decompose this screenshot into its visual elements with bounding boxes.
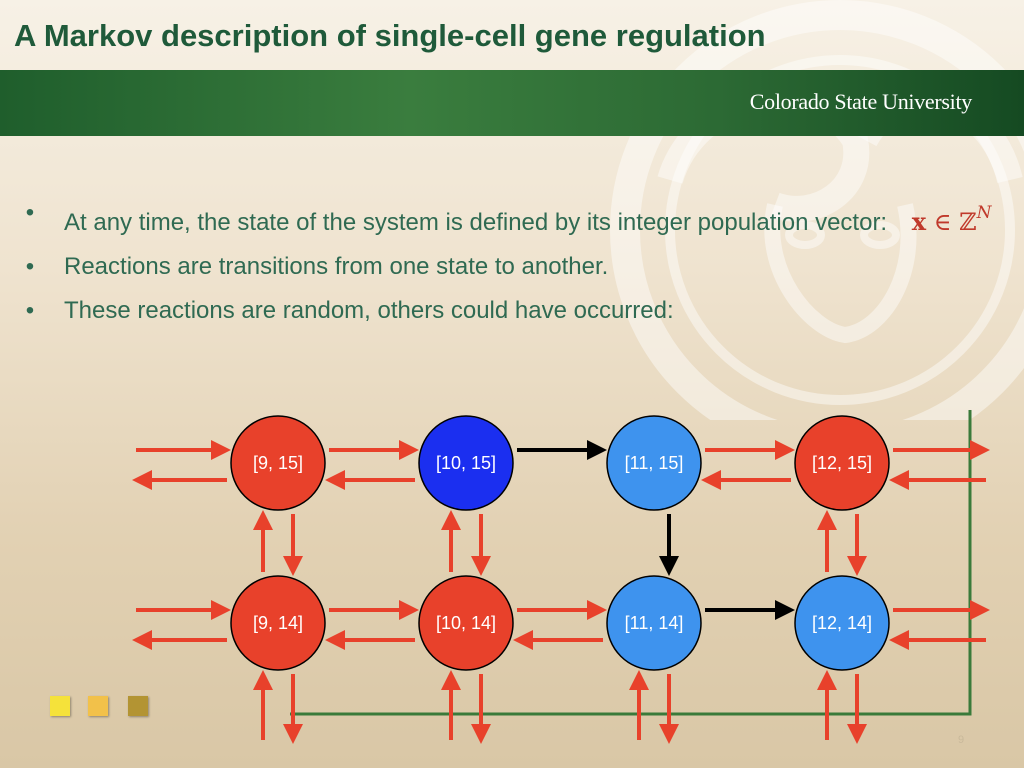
state-label: [12, 14]	[812, 613, 872, 633]
bullet-dot-icon: •	[25, 253, 35, 280]
bullet-item: • At any time, the state of the system i…	[20, 198, 992, 238]
state-node	[418, 575, 514, 671]
math-relation: ∈	[933, 208, 952, 236]
math-expression: x ∈ ℤN	[911, 203, 992, 236]
state-label: [11, 14]	[625, 613, 684, 633]
state-node	[230, 575, 326, 671]
bullet-text: At any time, the state of the system is …	[64, 209, 888, 236]
math-superscript: N	[976, 203, 992, 223]
slide-title: A Markov description of single-cell gene…	[14, 18, 766, 53]
state-node	[794, 415, 890, 511]
state-node	[606, 415, 702, 511]
state-node	[230, 415, 326, 511]
state-label: [9, 14]	[253, 613, 303, 633]
frame-line	[290, 410, 972, 716]
bullet-list: • At any time, the state of the system i…	[20, 198, 992, 340]
bullet-item: • Reactions are transitions from one sta…	[20, 252, 992, 282]
state-label: [10, 14]	[436, 613, 496, 633]
yellow-square-icon	[50, 696, 70, 716]
gold-square-icon	[88, 696, 108, 716]
bullet-dot-icon: •	[25, 199, 35, 226]
bronze-square-icon	[128, 696, 148, 716]
state-label: [10, 15]	[436, 453, 496, 473]
page-number: 9	[958, 734, 965, 746]
bullet-text: Reactions are transitions from one state…	[64, 253, 609, 280]
state-node	[794, 575, 890, 671]
math-set: ℤ	[959, 208, 977, 236]
state-label: [11, 15]	[625, 453, 684, 473]
state-node	[418, 415, 514, 511]
university-wordmark: Colorado State University	[749, 89, 973, 114]
bullet-text: These reactions are random, others could…	[64, 297, 674, 324]
state-node	[606, 575, 702, 671]
university-banner: Colorado State University	[0, 70, 1024, 136]
state-label: [12, 15]	[812, 453, 872, 473]
state-label: [9, 15]	[253, 453, 303, 473]
bullet-dot-icon: •	[25, 297, 35, 324]
math-vector: x	[911, 207, 927, 236]
bullet-item: • These reactions are random, others cou…	[20, 296, 992, 326]
